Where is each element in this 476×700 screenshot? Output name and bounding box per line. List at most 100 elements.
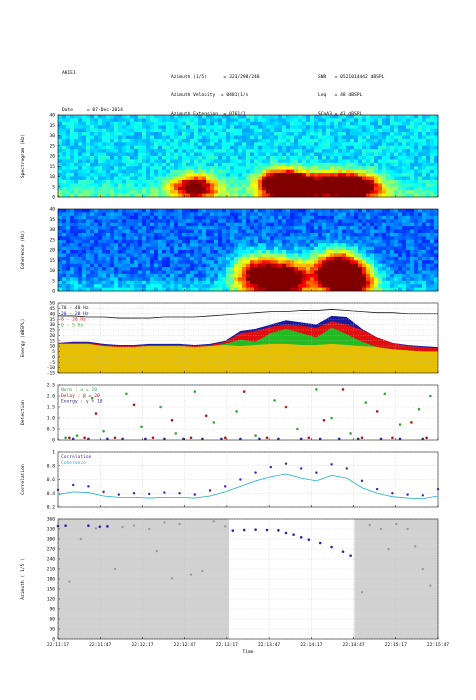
heatmap-cell-0 [414,149,419,153]
heatmap-cell-1 [298,267,303,271]
detection-point [364,401,368,404]
heatmap-cell-1 [210,222,215,227]
heatmap-cell-0 [218,115,223,119]
heatmap-cell-1 [258,287,263,292]
heatmap-cell-0 [362,159,367,164]
heatmap-cell-1 [94,239,99,244]
heatmap-cell-1 [342,246,347,251]
heatmap-cell-1 [94,260,99,264]
heatmap-cell-1 [258,219,263,223]
heatmap-cell-0 [394,162,399,167]
heatmap-cell-1 [126,219,131,223]
heatmap-cell-1 [338,270,343,275]
heatmap-cell-0 [398,152,403,157]
heatmap-cell-0 [166,121,171,126]
ytick-label-1: 25 [49,237,55,243]
heatmap-cell-1 [158,226,163,230]
heatmap-cell-1 [134,246,139,251]
heatmap-cell-0 [406,152,411,157]
heatmap-cell-0 [186,149,191,153]
heatmap-cell-1 [98,243,103,247]
heatmap-cell-0 [318,173,323,177]
heatmap-cell-0 [426,159,431,164]
heatmap-cell-1 [342,232,347,237]
heatmap-cell-0 [206,142,211,147]
heatmap-cell-0 [238,145,243,150]
heatmap-cell-1 [218,270,223,275]
heatmap-cell-1 [310,284,315,288]
heatmap-cell-1 [194,287,199,292]
heatmap-cell-1 [186,229,191,234]
heatmap-cell-1 [358,250,363,254]
heatmap-cell-1 [186,250,191,254]
heatmap-cell-0 [246,128,251,133]
heatmap-cell-1 [110,226,115,230]
header-snr: SNR = 0521014442 dBSPL [318,74,385,80]
heatmap-cell-0 [234,138,239,143]
heatmap-cell-0 [166,166,171,170]
heatmap-cell-0 [138,121,143,126]
heatmap-cell-1 [342,222,347,227]
heatmap-cell-1 [82,253,87,258]
heatmap-cell-0 [386,166,391,170]
heatmap-cell-1 [334,280,339,285]
heatmap-cell-0 [390,142,395,147]
heatmap-cell-0 [330,125,335,129]
heatmap-cell-0 [278,145,283,150]
heatmap-cell-1 [94,256,99,261]
heatmap-cell-1 [410,253,415,258]
heatmap-cell-1 [150,243,155,247]
heatmap-cell-0 [378,176,383,181]
heatmap-cell-0 [70,121,75,126]
heatmap-cell-0 [86,162,91,167]
heatmap-cell-0 [74,183,79,188]
heatmap-cell-1 [150,239,155,244]
heatmap-cell-1 [294,277,299,282]
heatmap-cell-0 [58,186,63,191]
heatmap-cell-0 [398,173,403,177]
heatmap-cell-1 [282,263,287,268]
heatmap-cell-1 [86,209,91,213]
heatmap-cell-0 [238,169,243,174]
heatmap-cell-1 [146,277,151,282]
heatmap-cell-1 [374,239,379,244]
heatmap-cell-0 [122,118,127,123]
heatmap-cell-1 [290,229,295,234]
heatmap-cell-0 [398,179,403,184]
heatmap-cell-0 [346,190,351,194]
heatmap-cell-1 [410,232,415,237]
heatmap-cell-1 [186,287,191,292]
heatmap-cell-0 [330,115,335,119]
heatmap-cell-1 [106,246,111,251]
heatmap-cell-1 [58,243,63,247]
heatmap-cell-1 [358,243,363,247]
heatmap-cell-1 [218,209,223,213]
heatmap-cell-1 [298,256,303,261]
heatmap-cell-0 [186,190,191,194]
heatmap-cell-1 [230,280,235,285]
heatmap-cell-0 [174,118,179,123]
heatmap-cell-0 [190,149,195,153]
heatmap-cell-1 [146,212,151,217]
heatmap-cell-0 [418,118,423,123]
heatmap-cell-0 [354,173,359,177]
heatmap-cell-1 [194,219,199,223]
heatmap-cell-1 [418,273,423,278]
heatmap-cell-1 [286,256,291,261]
heatmap-cell-0 [178,138,183,143]
heatmap-cell-1 [330,260,335,264]
heatmap-cell-0 [242,186,247,191]
heatmap-cell-0 [294,169,299,174]
heatmap-cell-1 [62,250,67,254]
heatmap-cell-1 [242,222,247,227]
heatmap-cell-1 [258,243,263,247]
heatmap-cell-0 [102,152,107,157]
heatmap-cell-1 [258,280,263,285]
heatmap-cell-0 [346,156,351,160]
heatmap-cell-0 [394,128,399,133]
heatmap-cell-1 [382,253,387,258]
heatmap-cell-0 [414,190,419,194]
heatmap-cell-1 [82,270,87,275]
heatmap-cell-1 [86,222,91,227]
heatmap-cell-1 [170,246,175,251]
